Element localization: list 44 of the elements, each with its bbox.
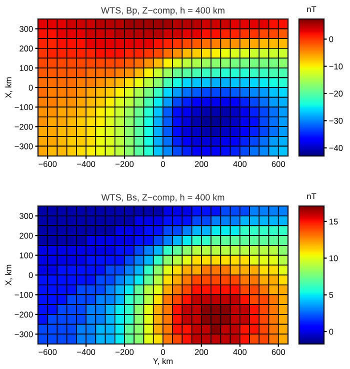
color-bar-label: 0 bbox=[329, 36, 334, 42]
y-tick-label: −100 bbox=[14, 104, 33, 110]
y-axis-title: X, km bbox=[5, 264, 12, 286]
x-tick-label: −400 bbox=[77, 349, 96, 355]
y-tick-label: −100 bbox=[14, 292, 33, 298]
y-tick-label: 200 bbox=[20, 46, 33, 52]
color-bar-label: 5 bbox=[329, 292, 334, 298]
x-tick-label: 400 bbox=[233, 161, 247, 167]
chart-title: WTS, Bs, Z−comp, h = 400 km bbox=[101, 194, 224, 202]
y-tick-label: 300 bbox=[20, 213, 33, 219]
y-tick-label: 100 bbox=[20, 65, 33, 72]
y-tick-label: 0 bbox=[28, 272, 33, 278]
x-tick-label: −200 bbox=[116, 161, 134, 167]
y-tick-label: −200 bbox=[14, 124, 33, 130]
color-bar-title: nT bbox=[307, 6, 316, 12]
x-tick-label: −600 bbox=[38, 349, 57, 355]
chart-title: WTS, Bp, Z−comp, h = 400 km bbox=[101, 6, 224, 16]
y-tick-label: −300 bbox=[14, 143, 33, 150]
color-bar-label: −40 bbox=[329, 145, 343, 151]
color-bar-label: −30 bbox=[329, 118, 343, 124]
color-bar-label: 0 bbox=[329, 328, 334, 335]
x-tick-label: 600 bbox=[272, 161, 286, 167]
x-axis-title: Y, km bbox=[153, 358, 173, 366]
y-tick-label: 0 bbox=[28, 84, 33, 91]
x-tick-label: 600 bbox=[272, 349, 286, 355]
x-tick-label: 200 bbox=[194, 161, 208, 167]
y-tick-label: −300 bbox=[14, 331, 33, 338]
x-tick-label: −400 bbox=[77, 161, 96, 167]
x-tick-label: 400 bbox=[233, 349, 247, 355]
x-tick-label: −600 bbox=[38, 161, 57, 167]
color-bar-label: −10 bbox=[329, 64, 343, 70]
x-tick-label: 0 bbox=[161, 349, 165, 355]
color-bar-label: −20 bbox=[329, 90, 343, 97]
y-tick-label: 100 bbox=[20, 252, 33, 258]
color-bar-label: 10 bbox=[329, 255, 338, 262]
y-tick-label: 200 bbox=[20, 232, 33, 239]
x-tick-label: 200 bbox=[194, 349, 208, 355]
y-tick-label: 300 bbox=[20, 26, 33, 32]
y-axis-title: X, km bbox=[5, 77, 12, 98]
x-tick-label: 0 bbox=[161, 161, 165, 167]
x-tick-label: −200 bbox=[116, 349, 134, 355]
color-bar-title: nT bbox=[307, 193, 316, 200]
color-bar-label: 15 bbox=[329, 218, 338, 225]
y-tick-label: −200 bbox=[14, 312, 33, 318]
